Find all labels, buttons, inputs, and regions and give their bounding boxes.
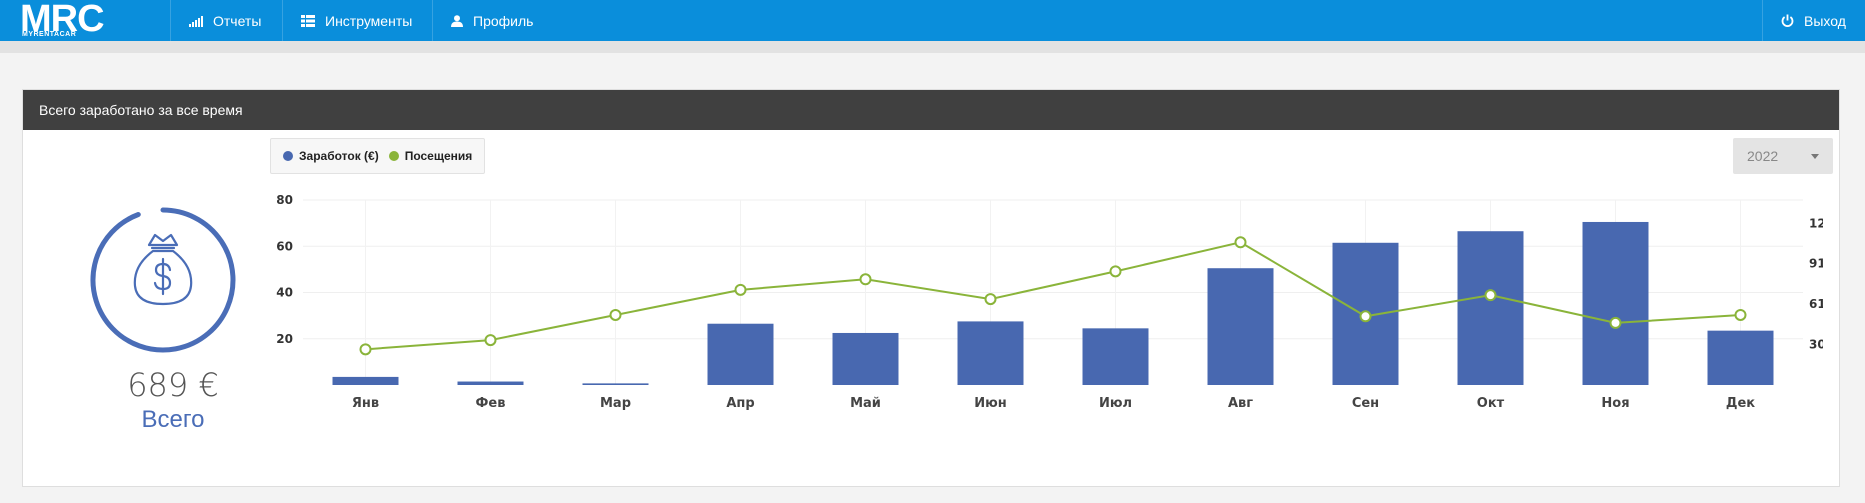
- y-tick-label-left: 20: [276, 332, 293, 346]
- bar-earnings: [582, 383, 649, 385]
- nav-item-profile[interactable]: Профиль: [432, 0, 562, 41]
- legend-item-visits[interactable]: Посещения: [388, 149, 473, 163]
- point-visits: [1609, 316, 1622, 329]
- total-value: 689 €: [127, 366, 219, 404]
- nav-item-reports[interactable]: Отчеты: [170, 0, 282, 41]
- x-tick-label: Ноя: [1601, 396, 1629, 411]
- x-tick-label: Сен: [1352, 396, 1379, 411]
- bar-earnings: [1707, 330, 1774, 385]
- total-label: Всего: [141, 406, 205, 433]
- point-visits: [1109, 265, 1122, 278]
- bar-earnings: [457, 381, 524, 385]
- bar-earnings: [832, 332, 899, 385]
- bar-earnings: [1582, 221, 1649, 385]
- x-tick-label: Окт: [1477, 396, 1505, 411]
- power-icon: [1781, 14, 1794, 27]
- earnings-visits-chart: 20 40 60 80 306 612 918 1224 Янв Фев Мар Апр Май Июн И…: [276, 193, 1823, 411]
- nav-item-label: Профиль: [473, 12, 534, 29]
- point-visits: [484, 334, 497, 347]
- x-tick-label: Фев: [476, 396, 506, 411]
- point-visits: [359, 343, 372, 356]
- x-tick-label: Апр: [726, 396, 754, 411]
- bar-earnings: [332, 376, 399, 385]
- x-tick-label: Июл: [1099, 396, 1132, 411]
- y-tick-label-left: 40: [276, 286, 293, 300]
- legend-label: Посещения: [404, 149, 473, 163]
- line-visits: [365, 241, 1741, 351]
- y-tick-label-left: 60: [276, 239, 293, 253]
- top-navbar: MRC MYRENTACAR Отчеты Инструменты Профил…: [0, 0, 1865, 41]
- logo-text: MRC: [20, 0, 105, 40]
- year-select[interactable]: 2022: [1733, 138, 1833, 174]
- y-tick-label-right: 1224: [1809, 216, 1823, 230]
- y-tick-label-right: 918: [1809, 257, 1823, 271]
- logo-subtext: MYRENTACAR: [22, 31, 77, 38]
- bar-earnings: [957, 321, 1024, 385]
- x-tick-label: Июн: [974, 396, 1007, 411]
- point-visits: [1234, 236, 1247, 249]
- x-tick-label: Авг: [1228, 396, 1253, 411]
- y-tick-label-right: 306: [1809, 338, 1823, 352]
- x-tick-label: Янв: [352, 396, 379, 411]
- point-visits: [609, 308, 622, 321]
- bar-earnings: [707, 323, 774, 385]
- x-tick-label: Май: [850, 396, 881, 411]
- user-icon: [451, 14, 463, 27]
- x-tick-label: Мар: [600, 396, 631, 411]
- nav-item-label: Отчеты: [213, 12, 262, 29]
- y-tick-label-left: 80: [276, 193, 293, 207]
- bar-earnings: [1082, 328, 1149, 385]
- legend-dot: [283, 151, 293, 161]
- year-select-value: 2022: [1747, 148, 1779, 164]
- bar-earnings: [1457, 231, 1524, 385]
- logout-label: Выход: [1804, 12, 1846, 29]
- y-tick-label-right: 612: [1809, 297, 1823, 311]
- signal-bars-icon: [189, 15, 203, 27]
- point-visits: [1359, 310, 1372, 323]
- earnings-card: Всего заработано за все время 689 € Всег…: [22, 89, 1840, 487]
- legend-item-earnings[interactable]: Заработок (€): [283, 149, 379, 163]
- point-visits: [1734, 308, 1747, 321]
- point-visits: [859, 273, 872, 286]
- nav-item-tools[interactable]: Инструменты: [282, 0, 432, 41]
- navbar-subbar: [0, 41, 1865, 53]
- chart-legend: Заработок (€) Посещения: [270, 138, 486, 174]
- logout-button[interactable]: Выход: [1762, 0, 1865, 41]
- point-visits: [984, 293, 997, 306]
- nav-item-label: Инструменты: [325, 12, 413, 29]
- bar-earnings: [1207, 268, 1274, 385]
- point-visits: [1484, 289, 1497, 302]
- x-tick-label: Дек: [1726, 396, 1755, 411]
- legend-label: Заработок (€): [299, 149, 379, 163]
- logo[interactable]: MRC MYRENTACAR: [20, 0, 130, 41]
- money-bag-icon: [133, 233, 193, 306]
- point-visits: [734, 283, 747, 296]
- card-title: Всего заработано за все время: [39, 102, 243, 118]
- progress-ring: [90, 207, 236, 353]
- card-header: Всего заработано за все время: [23, 90, 1839, 130]
- legend-dot: [388, 151, 399, 161]
- grid-table-icon: [301, 14, 315, 27]
- caret-down-icon: [1811, 154, 1819, 159]
